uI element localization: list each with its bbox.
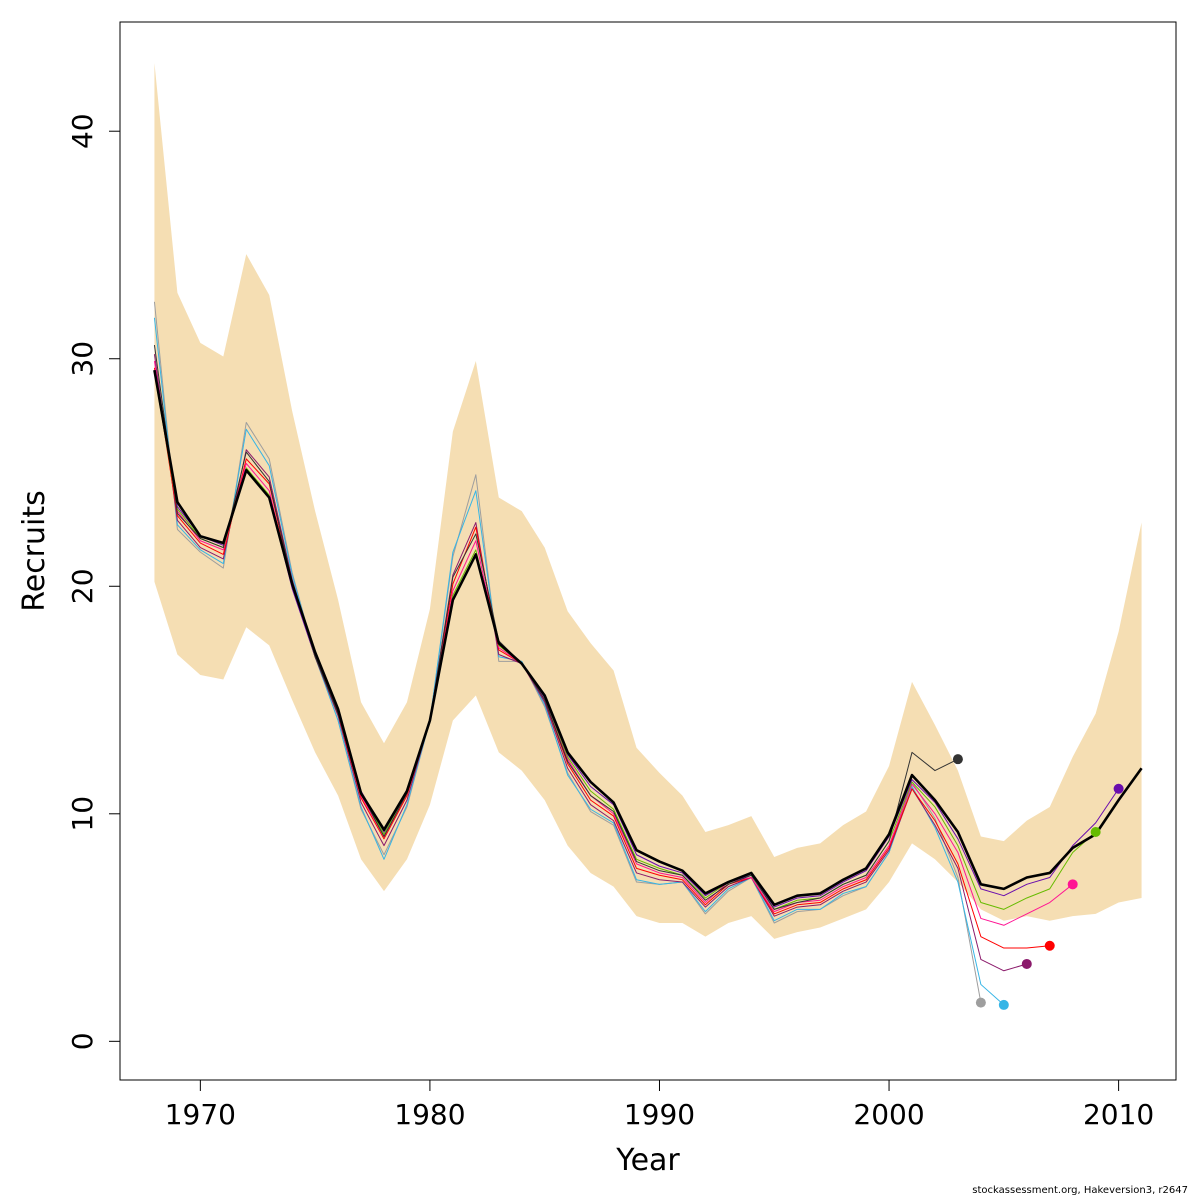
series-end-marker-6 — [1113, 783, 1124, 794]
x-tick-label: 1970 — [165, 1098, 236, 1131]
confidence-band — [154, 62, 1142, 939]
x-tick-label: 1980 — [394, 1098, 465, 1131]
series-end-marker-3 — [1044, 940, 1055, 951]
x-axis-label: Year — [615, 1143, 680, 1178]
series-end-marker-5 — [1090, 826, 1101, 837]
series-end-markers-layer — [952, 754, 1124, 1010]
y-axis: 0 10 20 30 40 — [66, 113, 121, 1050]
series-line-1 — [153, 317, 1005, 1006]
y-tick-label: 30 — [66, 341, 99, 377]
x-axis: 1970 1980 1990 2000 2010 — [165, 1079, 1154, 1131]
series-line-8 — [153, 369, 1143, 907]
y-axis-label: Recruits — [17, 490, 52, 612]
series-end-marker-0 — [975, 997, 986, 1008]
series-end-marker-4 — [1067, 879, 1078, 890]
x-tick-label: 2010 — [1083, 1098, 1154, 1131]
y-tick-label: 10 — [66, 796, 99, 832]
y-tick-label: 40 — [66, 113, 99, 149]
confidence-band-layer — [154, 62, 1142, 939]
credit-text: stockassessment.org, Hakeversion3, r2647 — [972, 1185, 1188, 1196]
x-tick-label: 2000 — [853, 1098, 924, 1131]
y-tick-label: 20 — [66, 568, 99, 604]
y-tick-label: 0 — [66, 1032, 99, 1050]
x-tick-label: 1990 — [624, 1098, 695, 1131]
series-end-marker-7 — [952, 754, 963, 765]
series-end-marker-2 — [1021, 958, 1032, 969]
series-lines-layer — [153, 301, 1143, 1006]
series-end-marker-1 — [998, 999, 1009, 1010]
